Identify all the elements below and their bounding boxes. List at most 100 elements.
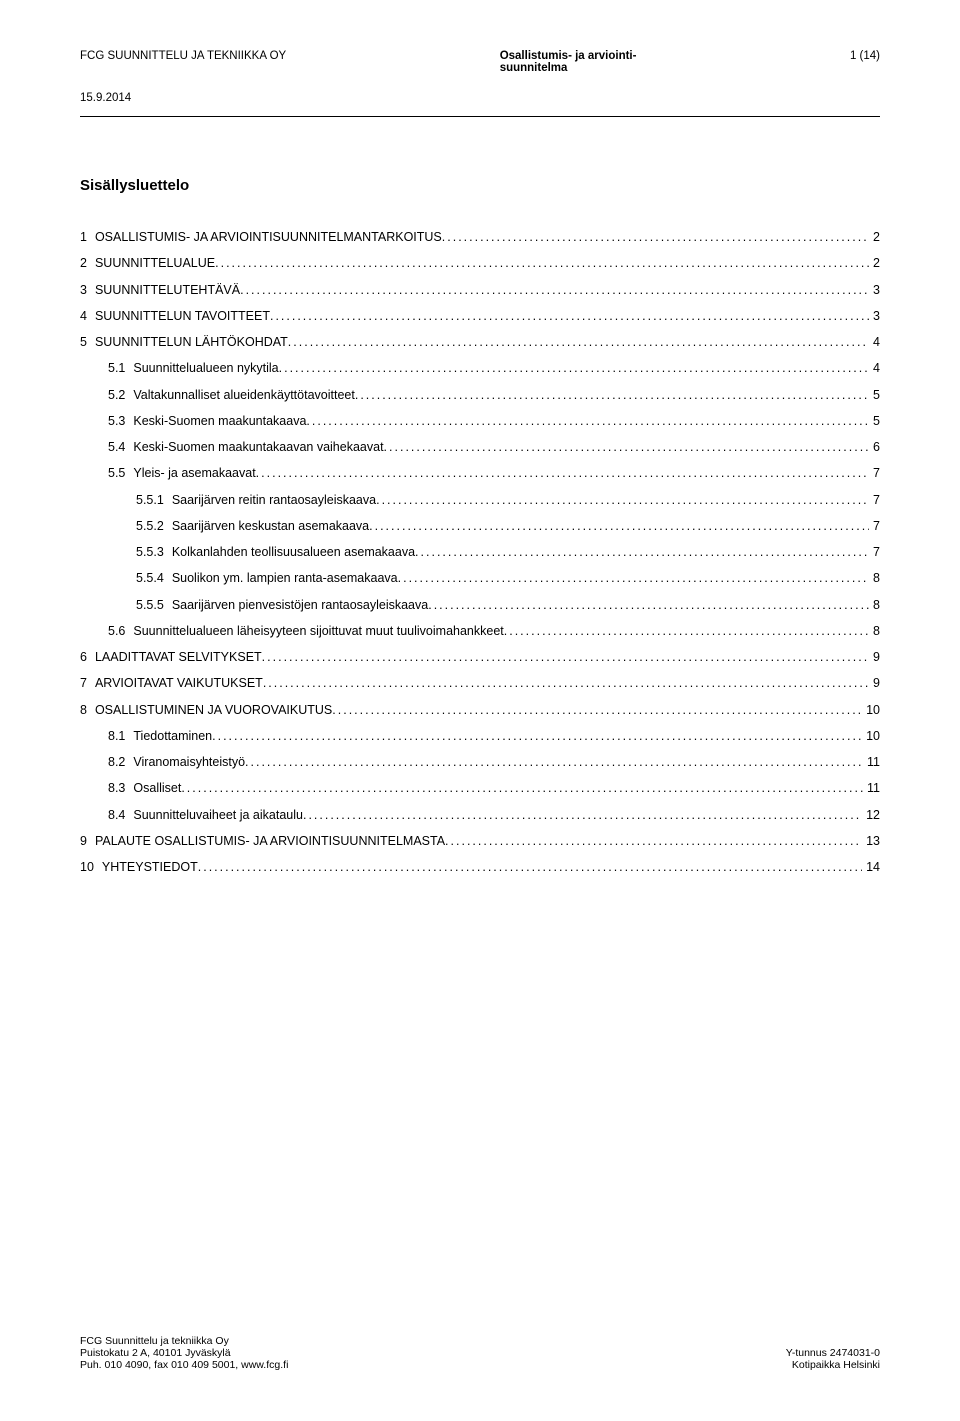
- toc-entry-label: Valtakunnalliset alueidenkäyttötavoittee…: [133, 382, 354, 408]
- toc-entry-label: OSALLISTUMINEN JA VUOROVAIKUTUS: [95, 697, 332, 723]
- toc-entry-page: 8: [869, 592, 880, 618]
- toc-entry-number: 5.2: [108, 382, 133, 408]
- toc-entry-page: 8: [869, 565, 880, 591]
- toc-entry[interactable]: 8OSALLISTUMINEN JA VUOROVAIKUTUS10: [80, 697, 880, 723]
- toc-entry[interactable]: 5.5.4Suolikon ym. lampien ranta-asemakaa…: [80, 565, 880, 591]
- toc-entry-number: 8.2: [108, 749, 133, 775]
- toc-entry-page: 3: [869, 303, 880, 329]
- toc-entry-dots: [398, 565, 869, 591]
- toc-entry[interactable]: 5.5Yleis- ja asemakaavat7: [80, 460, 880, 486]
- toc-entry[interactable]: 5.5.3Kolkanlahden teollisuusalueen asema…: [80, 539, 880, 565]
- toc-entry-dots: [240, 277, 869, 303]
- footer-contact: Puh. 010 4090, fax 010 409 5001, www.fcg…: [80, 1359, 288, 1371]
- toc-entry[interactable]: 2SUUNNITTELUALUE2: [80, 250, 880, 276]
- toc-entry-number: 5.5.3: [136, 539, 172, 565]
- toc-entry[interactable]: 5.4Keski-Suomen maakuntakaavan vaihekaav…: [80, 434, 880, 460]
- header-company: FCG SUUNNITTELU JA TEKNIIKKA OY: [80, 50, 286, 74]
- toc-entry[interactable]: 5.3Keski-Suomen maakuntakaava5: [80, 408, 880, 434]
- toc-entry-dots: [355, 382, 869, 408]
- toc-entry-number: 5.5.2: [136, 513, 172, 539]
- toc-title: Sisällysluettelo: [80, 177, 880, 194]
- toc-entry-dots: [198, 854, 862, 880]
- toc-entry-number: 5.4: [108, 434, 133, 460]
- toc-entry[interactable]: 8.1Tiedottaminen 10: [80, 723, 880, 749]
- toc-entry-dots: [303, 802, 862, 828]
- toc-entry[interactable]: 8.3Osalliset11: [80, 775, 880, 801]
- toc-entry-dots: [215, 250, 869, 276]
- footer-right: Y-tunnus 2474031-0 Kotipaikka Helsinki: [786, 1347, 880, 1371]
- toc-entry-page: 11: [863, 749, 880, 775]
- toc-entry-number: 5.1: [108, 355, 133, 381]
- toc-entry[interactable]: 5.5.2Saarijärven keskustan asemakaava7: [80, 513, 880, 539]
- toc-entry-page: 9: [869, 644, 880, 670]
- toc-entry-page: 5: [869, 382, 880, 408]
- toc-entry-label: SUUNNITTELUN LÄHTÖKOHDAT: [95, 329, 288, 355]
- toc-entry-page: 14: [862, 854, 880, 880]
- toc-entry-dots: [262, 644, 869, 670]
- toc-entry-label: Saarijärven pienvesistöjen rantaosayleis…: [172, 592, 428, 618]
- toc-entry-dots: [369, 513, 869, 539]
- toc-entry-page: 4: [869, 355, 880, 381]
- toc-entry-dots: [504, 618, 869, 644]
- toc-entry-number: 8.1: [108, 723, 133, 749]
- toc-entry-page: 2: [869, 224, 880, 250]
- toc-entry-label: OSALLISTUMIS- JA ARVIOINTISUUNNITELMANTA…: [95, 224, 442, 250]
- toc-entry-label: SUUNNITTELUALUE: [95, 250, 215, 276]
- header-title-line2: suunnitelma: [500, 62, 637, 74]
- toc-entry-label: Tiedottaminen: [133, 723, 212, 749]
- toc-entry-dots: [263, 670, 869, 696]
- toc-entry-dots: [181, 775, 863, 801]
- footer-left: FCG Suunnittelu ja tekniikka Oy Puistoka…: [80, 1335, 288, 1371]
- toc-entry-label: Keski-Suomen maakuntakaavan vaihekaavat: [133, 434, 383, 460]
- toc-entry[interactable]: 5.2Valtakunnalliset alueidenkäyttötavoit…: [80, 382, 880, 408]
- toc-entry-dots: [212, 723, 862, 749]
- toc-entry[interactable]: 1OSALLISTUMIS- JA ARVIOINTISUUNNITELMANT…: [80, 224, 880, 250]
- page-header: FCG SUUNNITTELU JA TEKNIIKKA OY Osallist…: [80, 50, 880, 74]
- toc-entry-page: 11: [863, 775, 880, 801]
- toc-entry[interactable]: 3SUUNNITTELUTEHTÄVÄ3: [80, 277, 880, 303]
- toc-entry[interactable]: 5.6Suunnittelualueen läheisyyteen sijoit…: [80, 618, 880, 644]
- toc-entry-dots: [306, 408, 869, 434]
- toc-entry-dots: [256, 460, 869, 486]
- toc-entry-page: 8: [869, 618, 880, 644]
- toc-entry-number: 5.5.1: [136, 487, 172, 513]
- toc-entry-page: 3: [869, 277, 880, 303]
- toc-entry-label: ARVIOITAVAT VAIKUTUKSET: [95, 670, 263, 696]
- header-rule: [80, 116, 880, 117]
- toc-entry[interactable]: 5SUUNNITTELUN LÄHTÖKOHDAT4: [80, 329, 880, 355]
- toc-entry[interactable]: 8.2Viranomaisyhteistyö 11: [80, 749, 880, 775]
- toc-entry-page: 10: [862, 723, 880, 749]
- toc-entry-number: 3: [80, 277, 95, 303]
- toc-entry[interactable]: 6LAADITTAVAT SELVITYKSET9: [80, 644, 880, 670]
- toc-entry-label: Keski-Suomen maakuntakaava: [133, 408, 306, 434]
- toc-entry[interactable]: 5.1Suunnittelualueen nykytila 4: [80, 355, 880, 381]
- toc-entry[interactable]: 7ARVIOITAVAT VAIKUTUKSET9: [80, 670, 880, 696]
- toc-entry-dots: [428, 592, 869, 618]
- toc-entry-page: 7: [869, 460, 880, 486]
- toc-entry[interactable]: 5.5.5Saarijärven pienvesistöjen rantaosa…: [80, 592, 880, 618]
- toc-entry-number: 2: [80, 250, 95, 276]
- toc-entry-label: Suunnittelualueen läheisyyteen sijoittuv…: [133, 618, 503, 644]
- toc-entry-page: 6: [869, 434, 880, 460]
- toc-entry-dots: [415, 539, 869, 565]
- toc-entry-dots: [270, 303, 869, 329]
- toc-entry-dots: [445, 828, 862, 854]
- toc-entry-dots: [384, 434, 870, 460]
- toc-entry[interactable]: 4SUUNNITTELUN TAVOITTEET3: [80, 303, 880, 329]
- toc-entry-number: 4: [80, 303, 95, 329]
- toc-entry-dots: [288, 329, 869, 355]
- toc-entry[interactable]: 5.5.1Saarijärven reitin rantaosayleiskaa…: [80, 487, 880, 513]
- toc-entry[interactable]: 9PALAUTE OSALLISTUMIS- JA ARVIOINTISUUNN…: [80, 828, 880, 854]
- toc-entry-dots: [245, 749, 863, 775]
- toc-entry-number: 5.5: [108, 460, 133, 486]
- toc-entry-number: 5.5.5: [136, 592, 172, 618]
- toc-entry-dots: [442, 224, 869, 250]
- toc-entry-number: 8: [80, 697, 95, 723]
- toc-entry-label: Osalliset: [133, 775, 181, 801]
- toc-entry-label: Suunnittelualueen nykytila: [133, 355, 278, 381]
- toc-entry-label: Viranomaisyhteistyö: [133, 749, 245, 775]
- toc-entry[interactable]: 8.4Suunnitteluvaiheet ja aikataulu12: [80, 802, 880, 828]
- toc-entry[interactable]: 10YHTEYSTIEDOT14: [80, 854, 880, 880]
- toc-entry-page: 2: [869, 250, 880, 276]
- header-date: 15.9.2014: [80, 92, 880, 104]
